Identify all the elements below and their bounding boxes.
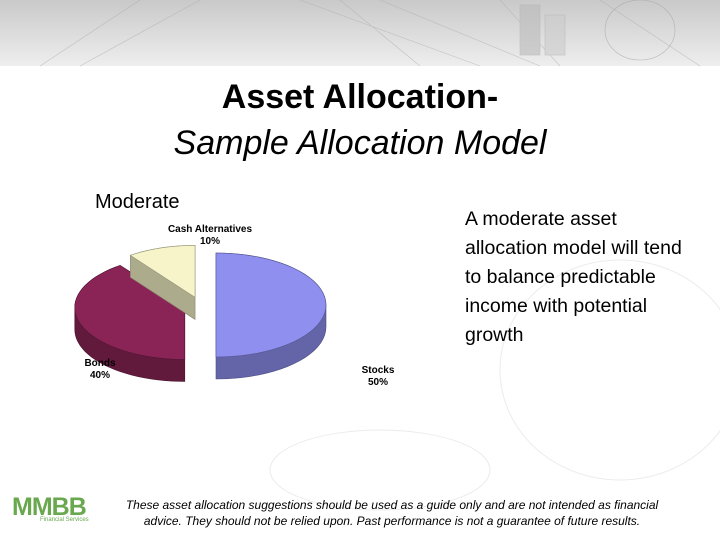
background-decoration: [269, 259, 720, 511]
slice-value-label: 40%: [90, 370, 110, 381]
disclaimer: These asset allocation suggestions shoul…: [125, 498, 659, 528]
header-band: [0, 0, 720, 66]
chart-title: Moderate: [95, 191, 180, 213]
slice-label: Cash Alternatives: [168, 224, 253, 235]
description: A moderate asset allocation model will t…: [465, 208, 682, 346]
slice-label: Stocks: [362, 365, 395, 376]
slice-value-label: 10%: [200, 236, 220, 247]
slice-value-label: 50%: [368, 377, 388, 388]
slice: [215, 252, 327, 358]
logo-tagline: Financial Services: [40, 517, 89, 523]
slice: [129, 245, 196, 298]
logo: MMBB: [12, 493, 87, 521]
slice-label: Bonds: [84, 358, 116, 369]
slide-subtitle: Sample Allocation Model: [173, 124, 547, 162]
slide-title: Asset Allocation-: [221, 78, 499, 116]
header-decoration: [39, 0, 701, 67]
slice: [74, 265, 186, 360]
